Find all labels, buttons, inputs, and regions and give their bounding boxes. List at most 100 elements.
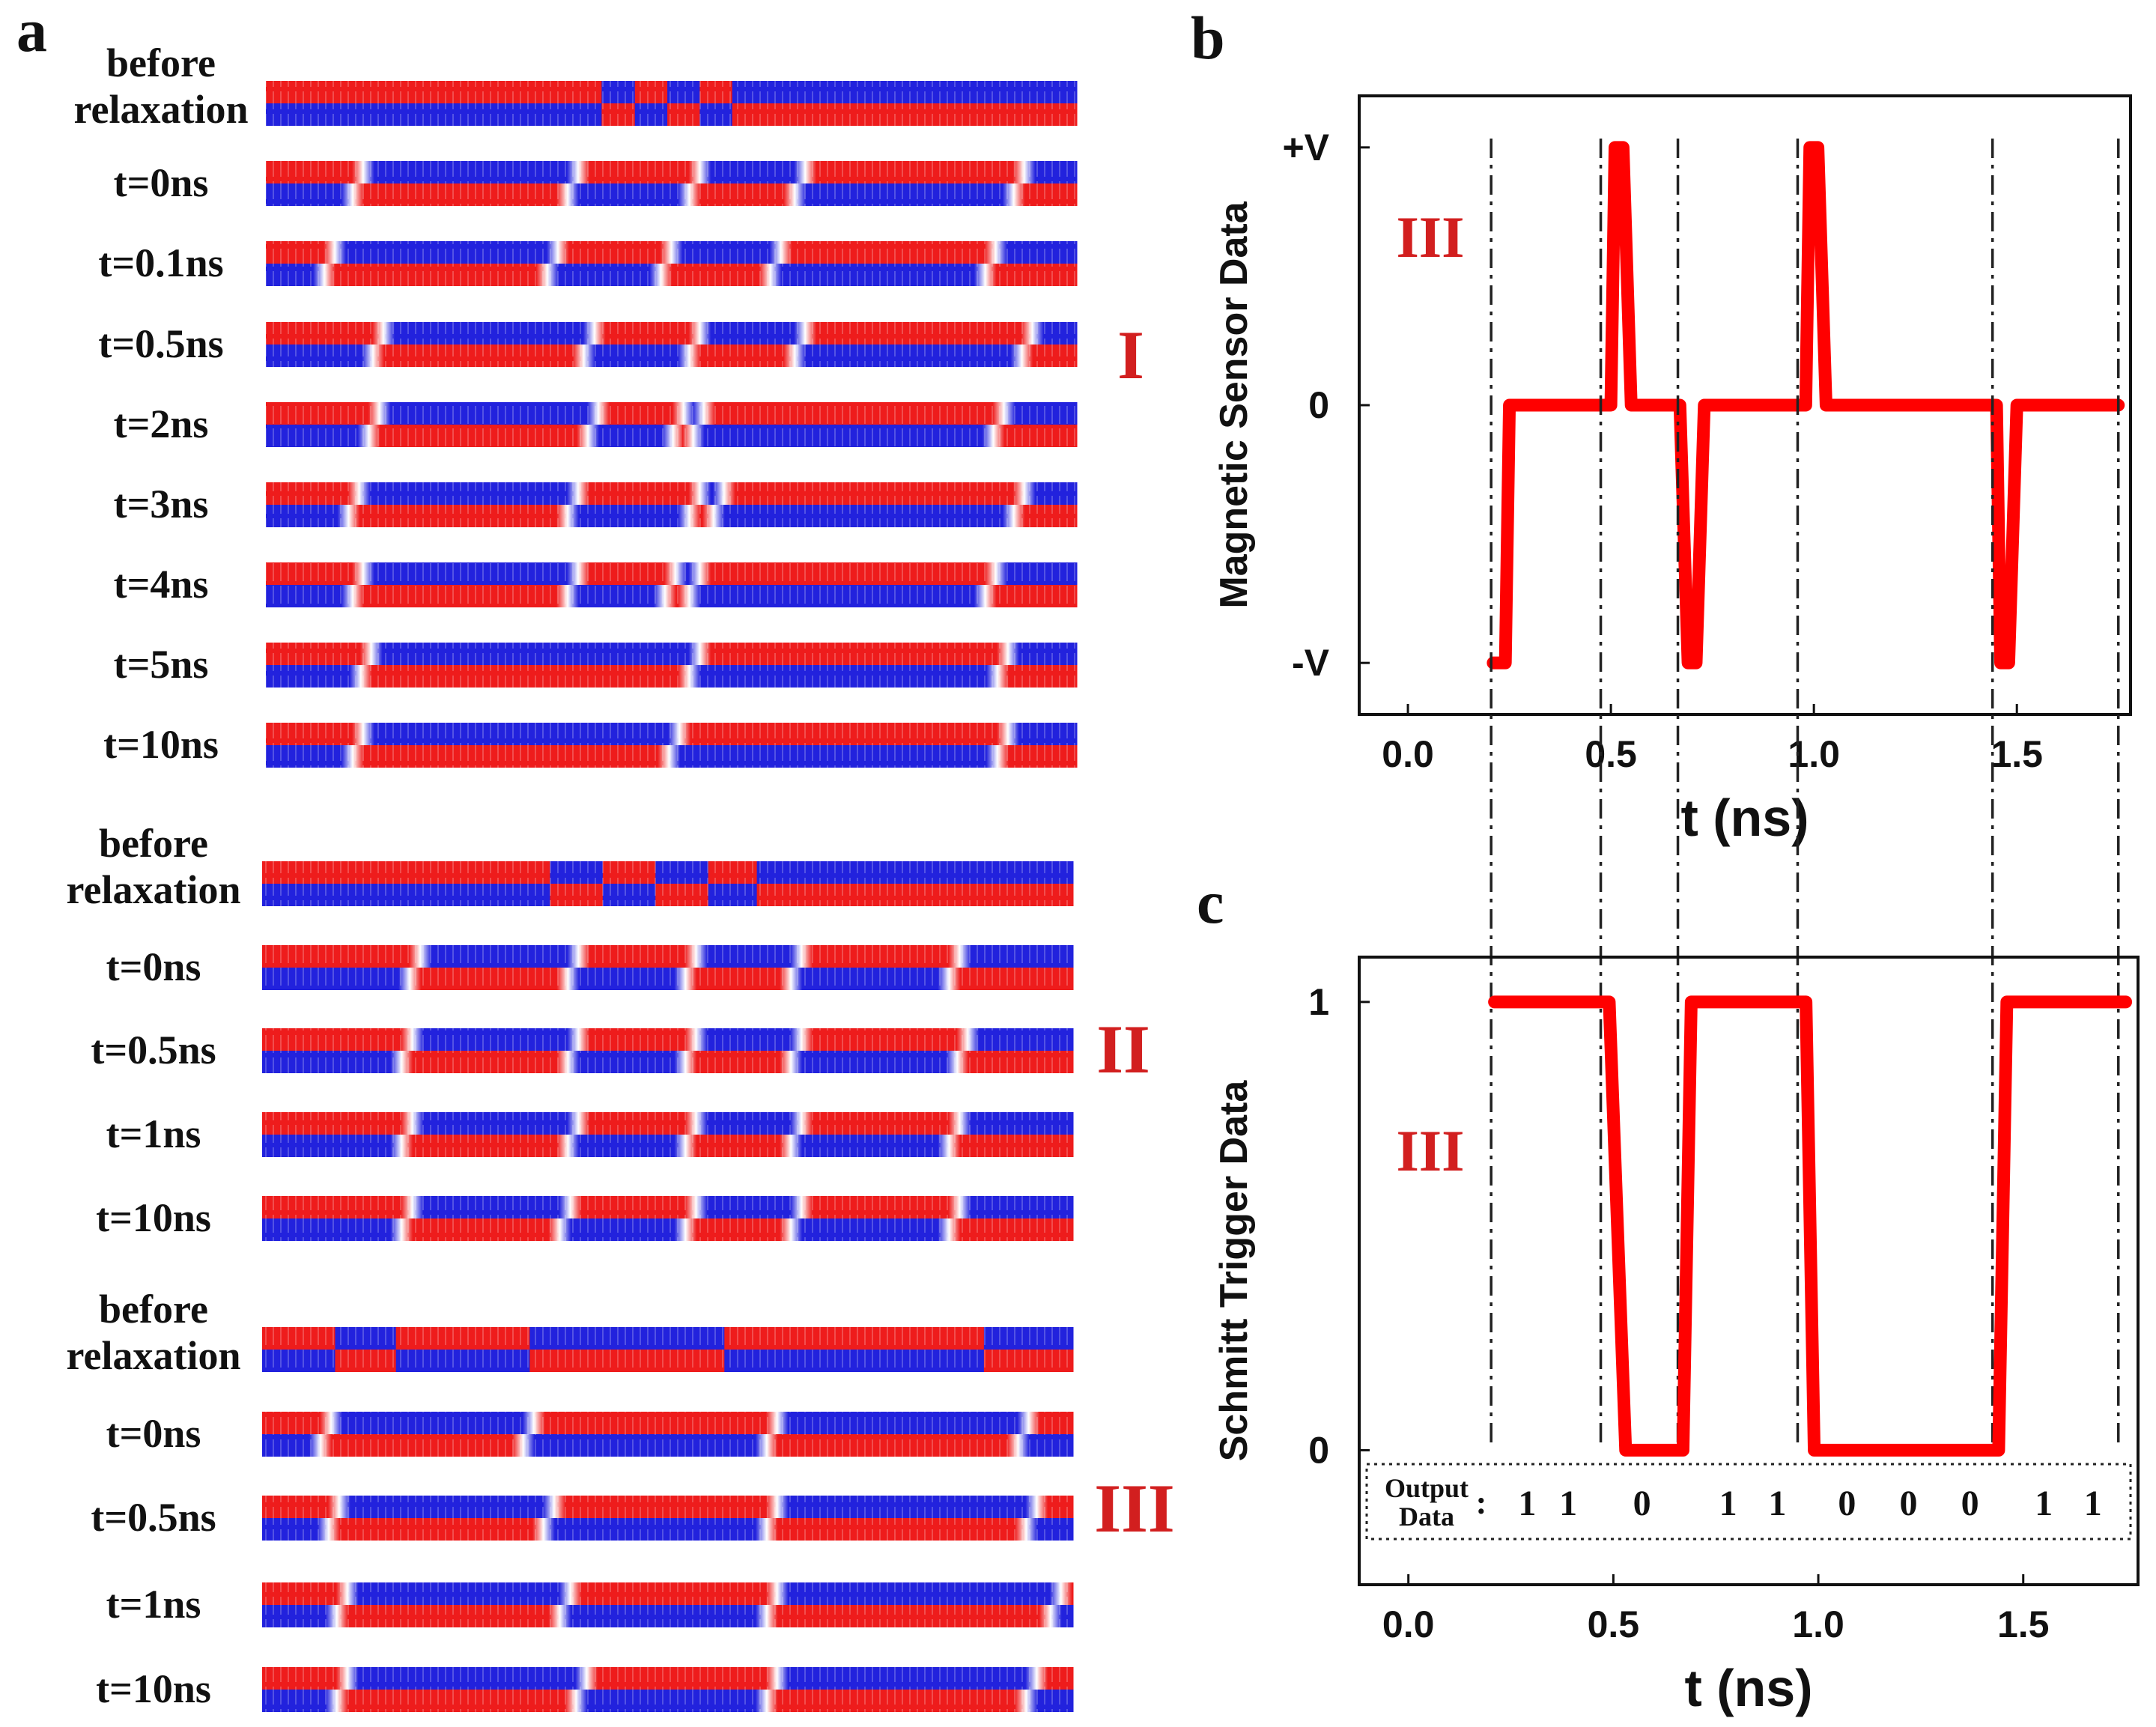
- roman-label-III: III: [1094, 1470, 1174, 1547]
- stripe-row: before relaxation: [74, 40, 1078, 132]
- simulation-stripes: before relaxation t=0ns t=0.1ns t=0.5ns t=2ns…: [67, 40, 1175, 1712]
- row-label: t=4ns: [114, 562, 209, 607]
- data-series-line: [1488, 995, 2133, 1457]
- spin-texture: [266, 161, 1077, 206]
- stripe-row: before relaxation: [67, 1287, 1074, 1378]
- y-tick-label: 0: [1308, 384, 1329, 426]
- row-label: t=0.5ns: [98, 321, 223, 366]
- x-tick-label: 1.5: [1997, 1603, 2050, 1645]
- output-bit: 0: [1633, 1484, 1651, 1523]
- x-axis-title: t (ns): [1680, 789, 1809, 847]
- roman-label-I: I: [1117, 317, 1144, 393]
- spin-texture: [262, 861, 1073, 906]
- panel-label-b: b: [1191, 4, 1225, 72]
- stripe-group-III: before relaxation t=0ns t=0.5ns t=1ns t=10ns I…: [67, 1287, 1175, 1712]
- spin-texture: [266, 81, 1077, 126]
- spin-texture: [266, 723, 1077, 768]
- spin-texture: [262, 1028, 1073, 1073]
- row-label: t=0.1ns: [98, 240, 223, 285]
- stripe-row: t=0ns: [106, 944, 1074, 990]
- row-label: t=0ns: [106, 1411, 201, 1456]
- output-bit: 1: [1768, 1484, 1786, 1523]
- row-label: before relaxation: [67, 821, 241, 912]
- row-label: t=1ns: [106, 1111, 201, 1156]
- panel-label-c: c: [1197, 868, 1224, 936]
- annotation-III: III: [1396, 1118, 1464, 1183]
- chart-c-schmitt-trigger: 0.0 0.5 1.0 1.5 1 0 t (ns) Schmitt Trigger Data…: [1212, 956, 2140, 1717]
- stripe-row: t=10ns: [96, 1666, 1074, 1712]
- spin-texture: [266, 402, 1077, 447]
- panel-label-a: a: [16, 0, 47, 64]
- spin-texture: [262, 945, 1073, 990]
- x-tick-label: 0.0: [1382, 1603, 1435, 1645]
- row-label: t=2ns: [114, 401, 209, 446]
- spin-texture: [262, 1667, 1073, 1712]
- stripe-row: t=0ns: [106, 1411, 1074, 1457]
- stripe-row: t=0.5ns: [91, 1028, 1074, 1073]
- spin-texture: [266, 322, 1077, 367]
- stripe-row: t=5ns: [114, 642, 1078, 688]
- stripe-row: t=10ns: [96, 1195, 1074, 1241]
- output-bit: 0: [1961, 1484, 1979, 1523]
- stripe-row: t=0.1ns: [98, 240, 1078, 286]
- stripe-row: t=2ns: [114, 401, 1078, 447]
- row-label: before relaxation: [74, 40, 249, 132]
- spin-texture: [266, 241, 1077, 286]
- spin-texture: [262, 1112, 1073, 1157]
- stripe-group-II: before relaxation t=0ns t=0.5ns t=1ns t=10ns I…: [67, 821, 1150, 1241]
- row-label: t=0ns: [114, 160, 209, 205]
- annotation-III: III: [1396, 204, 1464, 270]
- x-tick-label: 0.5: [1588, 1603, 1640, 1645]
- spin-texture: [262, 1196, 1073, 1241]
- roman-label-II: II: [1096, 1011, 1150, 1087]
- row-label: t=0ns: [106, 944, 201, 989]
- stripe-row: t=1ns: [106, 1582, 1074, 1627]
- output-bit: 1: [2084, 1484, 2102, 1523]
- x-tick-label: 1.5: [1990, 733, 2043, 775]
- output-data-box: [1365, 1463, 2132, 1541]
- stripe-row: t=1ns: [106, 1111, 1074, 1157]
- row-label: t=0.5ns: [91, 1028, 216, 1072]
- spin-texture: [262, 1496, 1073, 1541]
- stripe-row: t=0ns: [114, 160, 1078, 206]
- y-axis-title: Schmitt Trigger Data: [1212, 1080, 1256, 1462]
- stripe-row: before relaxation: [67, 821, 1074, 912]
- row-label: t=10ns: [103, 722, 219, 767]
- output-bit: 0: [1899, 1484, 1917, 1523]
- x-tick-label: 1.0: [1788, 733, 1840, 775]
- output-bit: 1: [2035, 1484, 2053, 1523]
- x-axis-title: t (ns): [1684, 1659, 1812, 1717]
- y-tick-label: +V: [1282, 127, 1329, 169]
- spin-texture: [262, 1582, 1073, 1627]
- x-tick-label: 0.0: [1382, 733, 1434, 775]
- output-label: Output: [1385, 1473, 1469, 1503]
- row-label: t=10ns: [96, 1195, 211, 1240]
- spin-texture: [262, 1327, 1073, 1372]
- stripe-row: t=3ns: [114, 482, 1078, 527]
- row-label: t=10ns: [96, 1666, 211, 1711]
- spin-texture: [266, 643, 1077, 688]
- y-tick-label: 0: [1308, 1429, 1329, 1471]
- y-tick-label: -V: [1292, 642, 1330, 684]
- row-label: t=3ns: [114, 482, 209, 526]
- data-series-line: [1487, 141, 2125, 670]
- output-bit: 0: [1838, 1484, 1856, 1523]
- output-bit: 1: [1719, 1484, 1737, 1523]
- x-tick-label: 0.5: [1585, 733, 1637, 775]
- plot-frame: [1358, 956, 2140, 1586]
- stripe-group-I: before relaxation t=0ns t=0.1ns t=0.5ns t=2ns…: [74, 40, 1144, 768]
- row-label: t=0.5ns: [91, 1495, 216, 1540]
- chart-b-magnetic-sensor: 0.0 0.5 1.0 1.5 +V 0 -V t (ns) Magnetic Sensor D…: [1212, 94, 2132, 1449]
- stripe-row: t=4ns: [114, 562, 1078, 607]
- output-colon: :: [1476, 1484, 1487, 1521]
- spin-texture: [266, 562, 1077, 607]
- stripe-row: t=0.5ns: [91, 1495, 1074, 1541]
- spin-texture: [262, 1412, 1073, 1457]
- output-bit: 1: [1559, 1484, 1577, 1523]
- output-bit: 1: [1518, 1484, 1536, 1523]
- row-label: before relaxation: [67, 1287, 241, 1378]
- spin-texture: [266, 482, 1077, 527]
- output-label: Data: [1399, 1502, 1454, 1532]
- y-axis-title: Magnetic Sensor Data: [1212, 201, 1256, 608]
- x-tick-label: 1.0: [1792, 1603, 1844, 1645]
